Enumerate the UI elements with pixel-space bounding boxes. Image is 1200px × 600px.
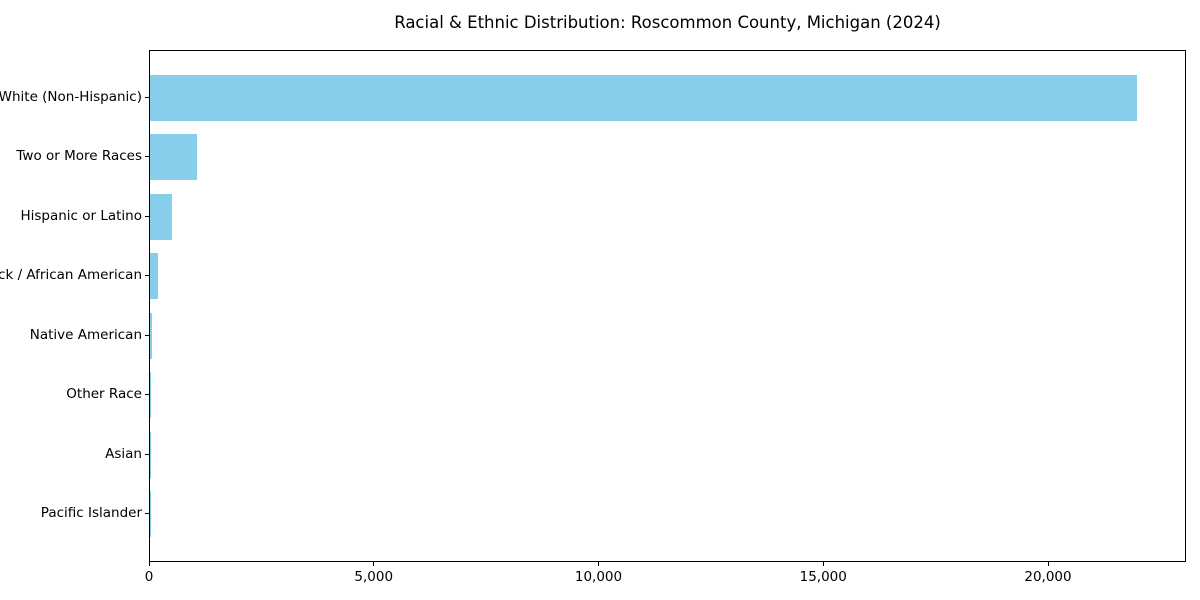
x-tick-label-0: 0 xyxy=(144,569,154,585)
bar-two-or-more-races xyxy=(150,134,198,181)
bar-native-american xyxy=(150,312,153,359)
bar-hispanic-or-latino xyxy=(150,193,172,240)
y-tick-two-or-more-races xyxy=(145,156,149,158)
x-tick-20000 xyxy=(1047,562,1049,566)
y-axis-label-black-african-american: Black / African American xyxy=(0,267,142,284)
x-tick-15000 xyxy=(822,562,824,566)
x-tick-label-5000: 5,000 xyxy=(354,569,394,585)
y-axis-label-pacific-islander: Pacific Islander xyxy=(40,505,142,522)
x-tick-5000 xyxy=(373,562,375,566)
x-tick-10000 xyxy=(598,562,599,566)
y-axis-label-native-american: Native American xyxy=(29,326,142,343)
plot-area xyxy=(149,50,1186,562)
y-axis-label-asian: Asian xyxy=(105,445,142,462)
y-tick-native-american xyxy=(145,334,149,336)
x-tick-label-10000: 10,000 xyxy=(574,569,623,585)
x-tick-label-15000: 15,000 xyxy=(799,569,847,585)
bar-other-race xyxy=(150,372,151,419)
bar-black-african-american xyxy=(150,253,158,300)
y-axis-label-other-race: Other Race xyxy=(66,386,142,403)
y-tick-black-african-american xyxy=(145,275,149,277)
y-axis-label-white-non-hispanic: White (Non-Hispanic) xyxy=(0,88,142,105)
y-tick-asian xyxy=(145,453,149,455)
chart-title: Racial & Ethnic Distribution: Roscommon … xyxy=(394,13,941,32)
y-tick-pacific-islander xyxy=(145,513,149,515)
y-tick-white-non-hispanic xyxy=(145,96,149,98)
bar-white-non-hispanic xyxy=(150,74,1137,121)
x-tick-label-20000: 20,000 xyxy=(1024,569,1072,585)
y-tick-other-race xyxy=(145,394,149,396)
bar-asian xyxy=(150,431,151,478)
y-axis-label-two-or-more-races: Two or More Races xyxy=(16,148,142,165)
y-axis-label-hispanic-or-latino: Hispanic or Latino xyxy=(20,207,142,224)
x-tick-0 xyxy=(148,562,150,566)
y-tick-hispanic-or-latino xyxy=(145,215,149,217)
